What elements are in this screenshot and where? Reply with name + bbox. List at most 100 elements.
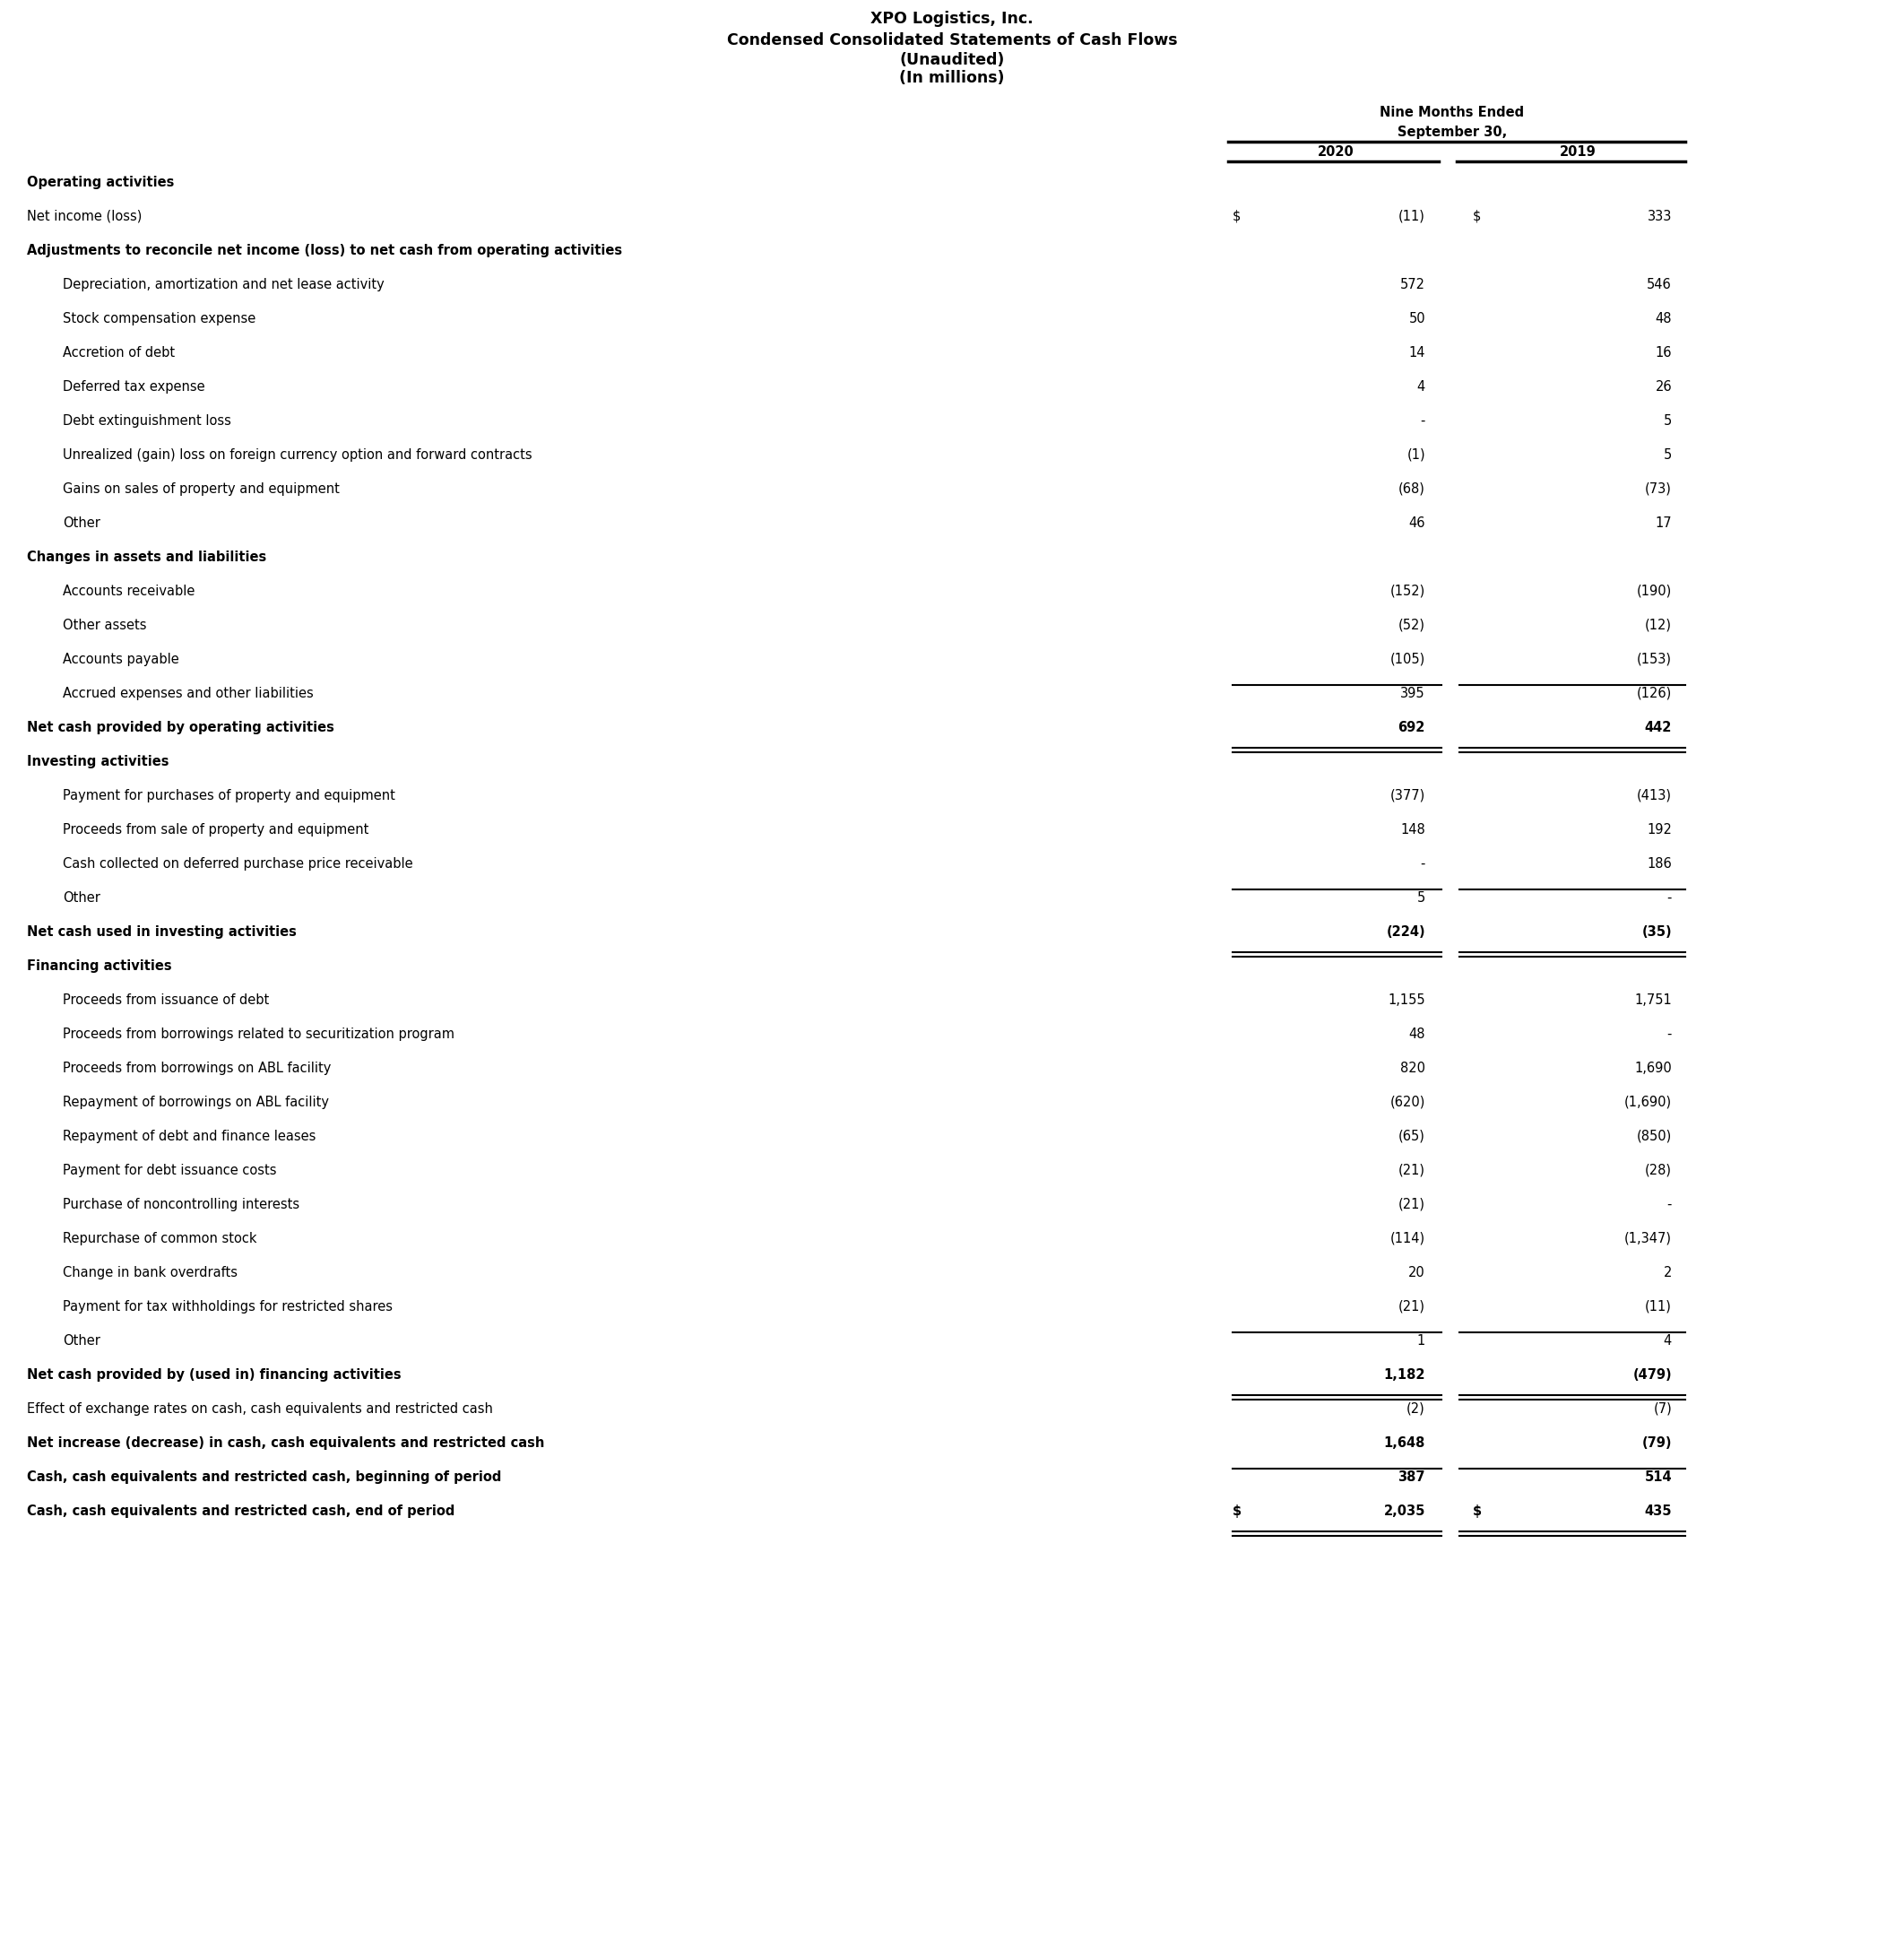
Text: Adjustments to reconcile net income (loss) to net cash from operating activities: Adjustments to reconcile net income (los…	[27, 244, 623, 258]
Text: 5: 5	[1664, 414, 1672, 427]
Text: 1,648: 1,648	[1384, 1436, 1426, 1450]
Text: (126): (126)	[1637, 687, 1672, 700]
Text: (105): (105)	[1390, 654, 1426, 665]
Text: Stock compensation expense: Stock compensation expense	[63, 312, 255, 326]
Text: Unrealized (gain) loss on foreign currency option and forward contracts: Unrealized (gain) loss on foreign curren…	[63, 449, 531, 462]
Text: 692: 692	[1398, 720, 1426, 734]
Text: Other assets: Other assets	[63, 618, 147, 632]
Text: Payment for purchases of property and equipment: Payment for purchases of property and eq…	[63, 788, 396, 802]
Text: Condensed Consolidated Statements of Cash Flows: Condensed Consolidated Statements of Cas…	[727, 33, 1177, 49]
Text: 192: 192	[1647, 823, 1672, 837]
Text: Nine Months Ended: Nine Months Ended	[1380, 105, 1525, 119]
Text: Accretion of debt: Accretion of debt	[63, 345, 175, 359]
Text: -: -	[1668, 1198, 1672, 1212]
Text: (1): (1)	[1407, 449, 1426, 462]
Text: (79): (79)	[1641, 1436, 1672, 1450]
Text: 514: 514	[1645, 1471, 1672, 1485]
Text: 4: 4	[1664, 1334, 1672, 1348]
Text: (11): (11)	[1645, 1299, 1672, 1313]
Text: Proceeds from sale of property and equipment: Proceeds from sale of property and equip…	[63, 823, 369, 837]
Text: 820: 820	[1399, 1061, 1426, 1075]
Text: -: -	[1420, 856, 1426, 870]
Text: 2: 2	[1664, 1266, 1672, 1280]
Text: Changes in assets and liabilities: Changes in assets and liabilities	[27, 550, 267, 564]
Text: Payment for debt issuance costs: Payment for debt issuance costs	[63, 1165, 276, 1176]
Text: 333: 333	[1647, 211, 1672, 222]
Text: (479): (479)	[1634, 1368, 1672, 1381]
Text: Net cash provided by operating activities: Net cash provided by operating activitie…	[27, 720, 335, 734]
Text: 5: 5	[1417, 892, 1426, 905]
Text: 4: 4	[1417, 380, 1426, 394]
Text: -: -	[1668, 892, 1672, 905]
Text: XPO Logistics, Inc.: XPO Logistics, Inc.	[870, 12, 1034, 27]
Text: 546: 546	[1647, 277, 1672, 291]
Text: (1,347): (1,347)	[1624, 1231, 1672, 1245]
Text: $: $	[1232, 1504, 1241, 1518]
Text: Cash collected on deferred purchase price receivable: Cash collected on deferred purchase pric…	[63, 856, 413, 870]
Text: 20: 20	[1409, 1266, 1426, 1280]
Text: (377): (377)	[1390, 788, 1426, 802]
Text: Accounts receivable: Accounts receivable	[63, 585, 194, 599]
Text: 435: 435	[1645, 1504, 1672, 1518]
Text: 395: 395	[1401, 687, 1426, 700]
Text: 148: 148	[1401, 823, 1426, 837]
Text: 5: 5	[1664, 449, 1672, 462]
Text: 1,690: 1,690	[1634, 1061, 1672, 1075]
Text: 17: 17	[1655, 517, 1672, 531]
Text: Financing activities: Financing activities	[27, 960, 171, 974]
Text: Effect of exchange rates on cash, cash equivalents and restricted cash: Effect of exchange rates on cash, cash e…	[27, 1403, 493, 1416]
Text: 1,751: 1,751	[1634, 993, 1672, 1007]
Text: Other: Other	[63, 517, 101, 531]
Text: September 30,: September 30,	[1398, 125, 1506, 139]
Text: 442: 442	[1645, 720, 1672, 734]
Text: Net cash provided by (used in) financing activities: Net cash provided by (used in) financing…	[27, 1368, 402, 1381]
Text: (2): (2)	[1407, 1403, 1426, 1416]
Text: 50: 50	[1409, 312, 1426, 326]
Text: Repurchase of common stock: Repurchase of common stock	[63, 1231, 257, 1245]
Text: (21): (21)	[1398, 1165, 1426, 1176]
Text: Cash, cash equivalents and restricted cash, beginning of period: Cash, cash equivalents and restricted ca…	[27, 1471, 501, 1485]
Text: (620): (620)	[1390, 1096, 1426, 1108]
Text: Accounts payable: Accounts payable	[63, 654, 179, 665]
Text: (68): (68)	[1399, 482, 1426, 496]
Text: 1: 1	[1417, 1334, 1426, 1348]
Text: $: $	[1232, 211, 1241, 222]
Text: (35): (35)	[1641, 925, 1672, 938]
Text: Purchase of noncontrolling interests: Purchase of noncontrolling interests	[63, 1198, 299, 1212]
Text: Change in bank overdrafts: Change in bank overdrafts	[63, 1266, 238, 1280]
Text: 48: 48	[1409, 1028, 1426, 1042]
Text: 1,155: 1,155	[1388, 993, 1426, 1007]
Text: -: -	[1420, 414, 1426, 427]
Text: (21): (21)	[1398, 1198, 1426, 1212]
Text: (In millions): (In millions)	[899, 70, 1005, 86]
Text: Other: Other	[63, 892, 101, 905]
Text: 48: 48	[1655, 312, 1672, 326]
Text: Repayment of borrowings on ABL facility: Repayment of borrowings on ABL facility	[63, 1096, 329, 1108]
Text: $: $	[1474, 1504, 1481, 1518]
Text: Accrued expenses and other liabilities: Accrued expenses and other liabilities	[63, 687, 314, 700]
Text: (Unaudited): (Unaudited)	[899, 53, 1005, 68]
Text: -: -	[1668, 1028, 1672, 1042]
Text: (12): (12)	[1645, 618, 1672, 632]
Text: Proceeds from issuance of debt: Proceeds from issuance of debt	[63, 993, 268, 1007]
Text: Other: Other	[63, 1334, 101, 1348]
Text: Depreciation, amortization and net lease activity: Depreciation, amortization and net lease…	[63, 277, 385, 291]
Text: Net income (loss): Net income (loss)	[27, 211, 143, 222]
Text: Proceeds from borrowings on ABL facility: Proceeds from borrowings on ABL facility	[63, 1061, 331, 1075]
Text: 387: 387	[1398, 1471, 1426, 1485]
Text: Debt extinguishment loss: Debt extinguishment loss	[63, 414, 230, 427]
Text: Cash, cash equivalents and restricted cash, end of period: Cash, cash equivalents and restricted ca…	[27, 1504, 455, 1518]
Text: 572: 572	[1399, 277, 1426, 291]
Text: (153): (153)	[1637, 654, 1672, 665]
Text: (11): (11)	[1399, 211, 1426, 222]
Text: Gains on sales of property and equipment: Gains on sales of property and equipment	[63, 482, 339, 496]
Text: 14: 14	[1409, 345, 1426, 359]
Text: (52): (52)	[1398, 618, 1426, 632]
Text: (224): (224)	[1386, 925, 1426, 938]
Text: 2,035: 2,035	[1384, 1504, 1426, 1518]
Text: (73): (73)	[1645, 482, 1672, 496]
Text: 46: 46	[1409, 517, 1426, 531]
Text: (21): (21)	[1398, 1299, 1426, 1313]
Text: (152): (152)	[1390, 585, 1426, 599]
Text: 2019: 2019	[1559, 144, 1596, 158]
